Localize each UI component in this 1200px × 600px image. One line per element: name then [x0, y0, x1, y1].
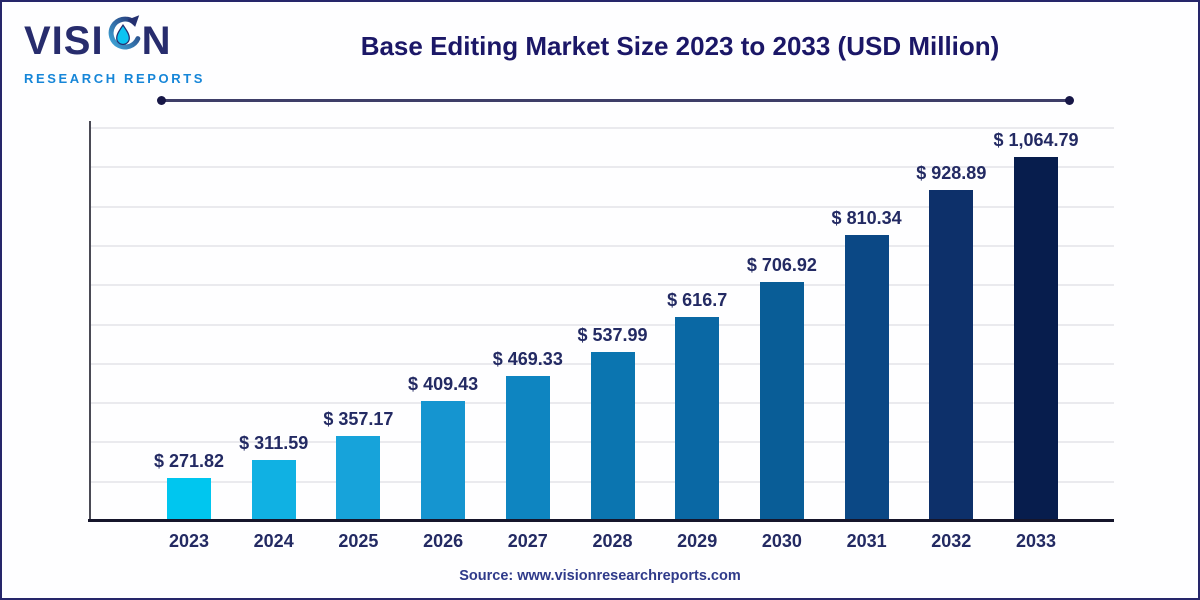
bar-2027	[505, 376, 550, 519]
divider-dot-left	[157, 96, 166, 105]
x-axis-label-2024: 2024	[253, 531, 294, 551]
bar-2029	[675, 317, 720, 519]
gridline	[90, 244, 1114, 247]
gridline	[90, 323, 1114, 326]
bar-2033	[1014, 157, 1058, 519]
bar-value-label-2024: $ 311.59	[239, 433, 309, 453]
source-citation: Source: www.visionresearchreports.com	[459, 568, 741, 584]
bar-value-label-2028: $ 537.99	[577, 325, 648, 345]
x-axis-labels: 2023 2024 2025 2026 2027 2028 2029 2030 2031 2032…	[90, 531, 1114, 557]
logo-droplet-icon	[105, 12, 141, 65]
x-axis-label-2033: 2033	[1015, 531, 1057, 551]
bar-2030	[759, 282, 804, 519]
x-axis-label-2031: 2031	[846, 531, 887, 551]
x-axis-label-2032: 2032	[931, 531, 972, 551]
bar-2026	[421, 401, 466, 519]
x-axis-label-2023: 2023	[168, 531, 210, 551]
bar-value-label-2032: $ 928.89	[916, 163, 987, 183]
x-axis-line	[88, 519, 1114, 522]
bar-value-label-2026: $ 409.43	[408, 374, 479, 394]
title-divider-line	[162, 99, 1070, 102]
bar-2023	[167, 478, 211, 519]
bar-value-label-2033: $ 1,064.79	[993, 130, 1079, 150]
bar-2025	[336, 436, 381, 519]
x-axis-label-2030: 2030	[761, 531, 802, 551]
x-axis-label-2029: 2029	[677, 531, 718, 551]
bar-value-label-2023: $ 271.82	[153, 451, 225, 471]
bar-value-label-2027: $ 469.33	[492, 349, 563, 369]
gridline	[90, 127, 1114, 129]
bar-value-label-2030: $ 706.92	[746, 255, 817, 275]
bar-2032	[929, 190, 974, 519]
gridline	[90, 166, 1114, 169]
x-axis-label-2028: 2028	[592, 531, 633, 551]
brand-subtitle: RESEARCH REPORTS	[24, 71, 206, 86]
bar-value-label-2029: $ 616.7	[667, 290, 728, 310]
chart-title: Base Editing Market Size 2023 to 2033 (U…	[360, 31, 1000, 61]
y-axis-line	[89, 121, 91, 522]
brand-name-pre: VISI	[24, 18, 104, 63]
bar-value-label-2031: $ 810.34	[831, 208, 902, 228]
brand-logo: VISI N RESEARCH REPORTS	[24, 14, 205, 86]
brand-name: VISI N	[24, 14, 205, 67]
gridline	[90, 284, 1114, 287]
bar-value-label-2025: $ 357.17	[323, 409, 394, 429]
bar-2031	[844, 235, 889, 519]
bar-2028	[590, 352, 635, 519]
x-axis-label-2025: 2025	[338, 531, 379, 551]
bar-2024	[251, 460, 296, 519]
brand-name-post: N	[141, 18, 172, 63]
gridline	[90, 205, 1114, 208]
plot-area: $ 271.82 $ 311.59 $ 357.17 $ 409.43 $ 469.33…	[88, 121, 1114, 522]
divider-dot-right	[1065, 96, 1074, 105]
x-axis-label-2026: 2026	[423, 531, 464, 551]
x-axis-label-2027: 2027	[507, 531, 548, 551]
